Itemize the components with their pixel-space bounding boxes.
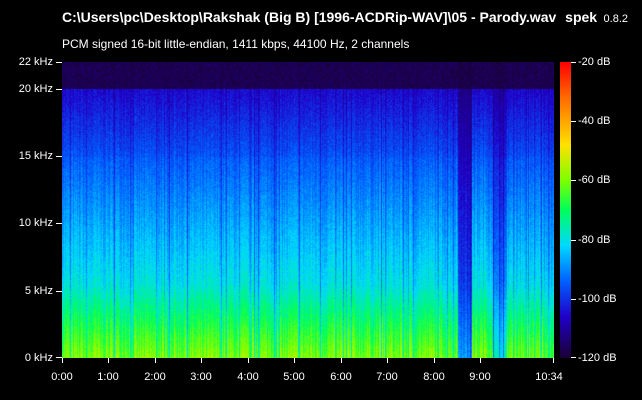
db-label-minus-80: -80 dB (578, 234, 611, 246)
x-label-0-00: 0:00 (51, 371, 73, 383)
db-label-minus-20: -20 dB (578, 56, 611, 68)
x-label-9-00: 9:00 (469, 371, 491, 383)
x-label-7-00: 7:00 (376, 371, 398, 383)
x-tick (108, 358, 109, 363)
x-label-10-34: 10:34 (535, 371, 563, 383)
app-name: spek (565, 9, 598, 25)
y-tick (56, 156, 62, 157)
x-label-3-00: 3:00 (190, 371, 212, 383)
x-label-8-00: 8:00 (423, 371, 445, 383)
x-tick (341, 358, 342, 363)
db-tick (571, 240, 576, 241)
x-tick (294, 358, 295, 363)
db-tick (571, 62, 576, 63)
app-branding: spek 0.8.2 (565, 9, 628, 27)
y-label-5khz: 5 kHz (24, 285, 53, 297)
db-label-minus-60: -60 dB (578, 174, 611, 186)
y-label-20khz: 20 kHz (18, 83, 53, 95)
x-tick (155, 358, 156, 363)
y-tick (56, 62, 62, 63)
y-label-0khz: 0 kHz (24, 352, 53, 364)
y-label-22khz: 22 kHz (18, 56, 53, 68)
db-label-minus-120: -120 dB (578, 352, 617, 364)
app-version: 0.8.2 (603, 13, 628, 25)
y-tick (56, 291, 62, 292)
y-tick (56, 357, 62, 358)
spectrogram-heatmap (62, 62, 554, 358)
x-label-6-00: 6:00 (330, 371, 352, 383)
x-tick (480, 358, 481, 363)
db-label-minus-100: -100 dB (578, 293, 617, 305)
db-tick (571, 357, 576, 358)
x-label-5-00: 5:00 (283, 371, 305, 383)
x-tick (434, 358, 435, 363)
db-label-minus-40: -40 dB (578, 115, 611, 127)
x-tick (201, 358, 202, 363)
y-tick (56, 89, 62, 90)
y-tick (56, 223, 62, 224)
x-tick (387, 358, 388, 363)
db-tick (571, 299, 576, 300)
y-label-10khz: 10 kHz (18, 217, 53, 229)
x-label-4-00: 4:00 (237, 371, 259, 383)
x-label-2-00: 2:00 (144, 371, 166, 383)
x-tick (553, 358, 554, 363)
y-label-15khz: 15 kHz (18, 150, 53, 162)
x-tick (248, 358, 249, 363)
db-colorbar (560, 62, 571, 358)
spectrogram-plot (62, 62, 554, 358)
db-tick (571, 180, 576, 181)
x-tick (62, 358, 63, 363)
audio-format-info: PCM signed 16-bit little-endian, 1411 kb… (62, 37, 410, 51)
file-title: C:\Users\pc\Desktop\Rakshak (Big B) [199… (62, 9, 557, 25)
db-tick (571, 121, 576, 122)
x-label-1-00: 1:00 (97, 371, 119, 383)
